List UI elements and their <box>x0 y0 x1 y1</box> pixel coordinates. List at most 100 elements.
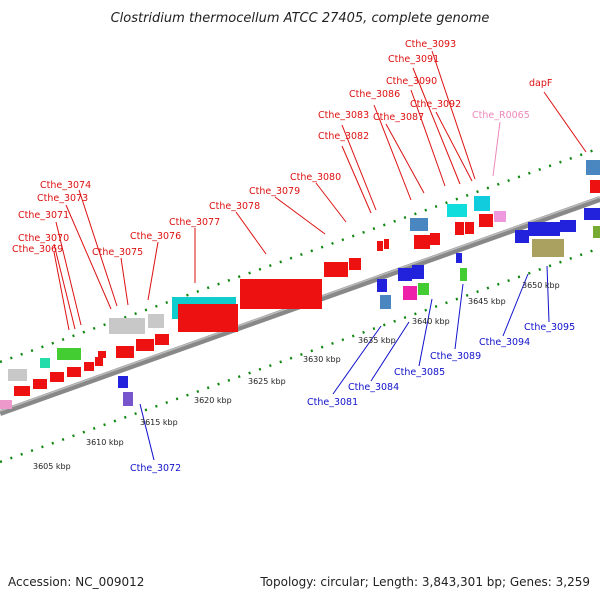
gene-label: Cthe_3077 <box>169 217 220 228</box>
gene-label: Cthe_3081 <box>307 397 358 408</box>
gene-feature <box>465 222 474 234</box>
gene-feature <box>447 204 467 217</box>
gene-label: Cthe_R0065 <box>472 110 530 121</box>
forward-gene-features <box>0 160 600 409</box>
gene-feature <box>95 357 103 366</box>
gene-label: Cthe_3083 <box>318 110 369 121</box>
gene-label: Cthe_3071 <box>18 210 69 221</box>
gene-feature <box>403 286 417 300</box>
gene-feature <box>148 314 164 328</box>
gene-label: Cthe_3095 <box>524 322 575 333</box>
gene-label: Cthe_3086 <box>349 89 400 100</box>
gene-label: dapF <box>529 78 552 89</box>
scale-label: 3645 kbp <box>468 297 506 306</box>
gene-feature <box>240 279 322 309</box>
gene-feature <box>560 220 576 232</box>
gene-feature <box>456 253 462 263</box>
gene-feature <box>118 376 128 388</box>
gene-feature <box>377 279 387 292</box>
gene-label: Cthe_3069 <box>12 244 63 255</box>
gene-feature <box>586 160 600 175</box>
scale-label: 3630 kbp <box>303 355 341 364</box>
gene-feature <box>532 239 564 257</box>
gene-label: Cthe_3094 <box>479 337 530 348</box>
gene-label: Cthe_3090 <box>386 76 437 87</box>
genome-summary: Topology: circular; Length: 3,843,301 bp… <box>259 575 590 589</box>
gene-label: Cthe_3084 <box>348 382 399 393</box>
gene-feature <box>430 233 440 245</box>
rna-label-leaders <box>492 121 501 177</box>
gene-feature <box>515 230 529 243</box>
gene-feature <box>136 339 154 351</box>
gene-label: Cthe_3093 <box>405 39 456 50</box>
rna-gene-labels: Cthe_R0065 <box>472 110 530 121</box>
scale-label: 3650 kbp <box>522 281 560 290</box>
accession-label: Accession: NC_009012 <box>8 575 144 589</box>
reverse-gene-features <box>118 208 600 406</box>
gene-label: Cthe_3087 <box>373 112 424 123</box>
gene-feature <box>479 214 493 227</box>
gene-feature <box>324 262 348 277</box>
gene-feature <box>584 208 600 220</box>
gene-feature <box>116 346 134 358</box>
gene-feature <box>0 400 12 409</box>
gene-label: Cthe_3079 <box>249 186 300 197</box>
gene-feature <box>494 211 506 222</box>
gene-feature <box>398 268 412 281</box>
gene-feature <box>123 392 133 406</box>
gene-label: Cthe_3078 <box>209 201 260 212</box>
gene-feature <box>460 268 467 281</box>
scale-label: 3635 kbp <box>358 336 396 345</box>
gene-feature <box>57 348 81 360</box>
gene-feature <box>178 304 238 332</box>
gene-feature <box>84 362 94 371</box>
gene-feature <box>67 367 81 377</box>
gene-label: Cthe_3070 <box>18 233 69 244</box>
gene-feature <box>380 295 391 309</box>
gene-feature <box>455 222 464 235</box>
gene-feature <box>109 318 145 334</box>
gene-feature <box>593 226 600 238</box>
scale-label: 3625 kbp <box>248 377 286 386</box>
gene-feature <box>384 239 389 249</box>
gene-feature <box>590 180 600 193</box>
gene-label: Cthe_3072 <box>130 463 181 474</box>
scale-label: 3610 kbp <box>86 438 124 447</box>
scale-label: 3620 kbp <box>194 396 232 405</box>
map-title: Clostridium thermocellum ATCC 27405, com… <box>111 11 490 26</box>
gene-feature <box>155 334 169 345</box>
scale-labels: 3605 kbp 3610 kbp 3615 kbp 3620 kbp 3625… <box>33 281 560 471</box>
gene-feature <box>528 222 560 236</box>
gene-feature <box>412 265 424 279</box>
gene-feature <box>349 258 361 270</box>
gene-label: Cthe_3074 <box>40 180 91 191</box>
forward-label-leaders <box>53 50 587 331</box>
gene-feature <box>33 379 47 389</box>
gene-label: Cthe_3091 <box>388 54 439 65</box>
gene-label: Cthe_3075 <box>92 247 143 258</box>
gene-label: Cthe_3076 <box>130 231 181 242</box>
reverse-gene-labels: Cthe_3072 Cthe_3081 Cthe_3084 Cthe_3085 … <box>130 322 575 474</box>
gene-feature <box>474 196 490 211</box>
gene-label: Cthe_3082 <box>318 131 369 142</box>
gene-label: Cthe_3085 <box>394 367 445 378</box>
gene-label: Cthe_3073 <box>37 193 88 204</box>
gene-feature <box>50 372 64 382</box>
forward-gene-labels: Cthe_3069 Cthe_3070 Cthe_3071 Cthe_3073 … <box>12 39 552 258</box>
gene-feature <box>410 218 428 231</box>
gene-label: Cthe_3089 <box>430 351 481 362</box>
gene-label: Cthe_3080 <box>290 172 341 183</box>
gene-feature <box>8 369 27 381</box>
reverse-label-leaders <box>139 265 550 461</box>
gene-label: Cthe_3092 <box>410 99 461 110</box>
gene-feature <box>40 358 50 368</box>
scale-label: 3605 kbp <box>33 462 71 471</box>
gene-feature <box>377 241 383 251</box>
gene-feature <box>14 386 30 396</box>
gene-feature <box>418 283 429 295</box>
scale-label: 3615 kbp <box>140 418 178 427</box>
gene-feature <box>98 351 106 358</box>
scale-label: 3640 kbp <box>412 317 450 326</box>
gene-feature <box>414 235 430 249</box>
